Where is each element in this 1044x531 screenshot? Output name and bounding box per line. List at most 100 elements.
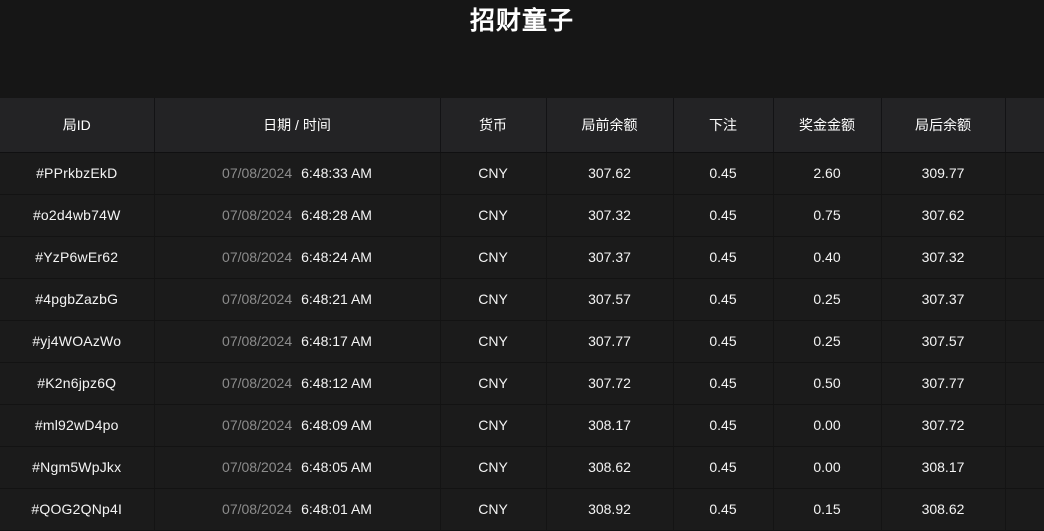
cell-date: 07/08/2024 bbox=[222, 459, 293, 475]
column-header-balance-after[interactable]: 局后余额 bbox=[881, 98, 1006, 153]
cell-currency: CNY bbox=[440, 362, 547, 405]
cell-date: 07/08/2024 bbox=[222, 165, 293, 181]
table-row[interactable]: #yj4WOAzWo 07/08/2024 6:48:17 AM CNY 307.77 0… bbox=[0, 320, 1044, 363]
table-row[interactable]: #PPrkbzEkD 07/08/2024 6:48:33 AM CNY 307.62 0… bbox=[0, 152, 1044, 195]
cell-actions bbox=[1005, 404, 1044, 447]
column-header-round-id[interactable]: 局ID bbox=[0, 98, 155, 153]
cell-balance-after: 307.57 bbox=[881, 320, 1006, 363]
cell-bet: 0.45 bbox=[673, 446, 774, 489]
cell-time: 6:48:28 AM bbox=[301, 207, 372, 223]
cell-round-id: #o2d4wb74W bbox=[0, 194, 155, 237]
cell-balance-after: 307.62 bbox=[881, 194, 1006, 237]
cell-win-amount: 0.40 bbox=[773, 236, 882, 279]
cell-date: 07/08/2024 bbox=[222, 249, 293, 265]
cell-time: 6:48:24 AM bbox=[301, 249, 372, 265]
cell-currency: CNY bbox=[440, 446, 547, 489]
cell-time: 6:48:21 AM bbox=[301, 291, 372, 307]
column-header-win-amount[interactable]: 奖金金额 bbox=[773, 98, 882, 153]
cell-round-id: #4pgbZazbG bbox=[0, 278, 155, 321]
cell-currency: CNY bbox=[440, 278, 547, 321]
cell-date: 07/08/2024 bbox=[222, 501, 293, 517]
cell-bet: 0.45 bbox=[673, 320, 774, 363]
table-row[interactable]: #ml92wD4po 07/08/2024 6:48:09 AM CNY 308.17 0… bbox=[0, 404, 1044, 447]
cell-win-amount: 2.60 bbox=[773, 152, 882, 195]
cell-datetime: 07/08/2024 6:48:09 AM bbox=[154, 404, 441, 447]
cell-bet: 0.45 bbox=[673, 488, 774, 531]
cell-time: 6:48:09 AM bbox=[301, 417, 372, 433]
cell-balance-before: 307.32 bbox=[546, 194, 674, 237]
cell-balance-after: 308.17 bbox=[881, 446, 1006, 489]
column-header-datetime[interactable]: 日期 / 时间 bbox=[154, 98, 441, 153]
cell-time: 6:48:05 AM bbox=[301, 459, 372, 475]
cell-currency: CNY bbox=[440, 152, 547, 195]
history-table-container: 局ID 日期 / 时间 货币 局前余额 下注 奖金金额 局后余额 #PPrkbz… bbox=[0, 98, 1044, 531]
cell-date: 07/08/2024 bbox=[222, 375, 293, 391]
cell-balance-after: 309.77 bbox=[881, 152, 1006, 195]
cell-actions bbox=[1005, 446, 1044, 489]
cell-win-amount: 0.25 bbox=[773, 278, 882, 321]
table-header-row: 局ID 日期 / 时间 货币 局前余额 下注 奖金金额 局后余额 bbox=[0, 98, 1044, 153]
cell-bet: 0.45 bbox=[673, 152, 774, 195]
cell-time: 6:48:12 AM bbox=[301, 375, 372, 391]
cell-actions bbox=[1005, 488, 1044, 531]
table-row[interactable]: #4pgbZazbG 07/08/2024 6:48:21 AM CNY 307.57 0… bbox=[0, 278, 1044, 321]
cell-time: 6:48:17 AM bbox=[301, 333, 372, 349]
cell-round-id: #yj4WOAzWo bbox=[0, 320, 155, 363]
table-body: #PPrkbzEkD 07/08/2024 6:48:33 AM CNY 307.62 0… bbox=[0, 152, 1044, 531]
cell-date: 07/08/2024 bbox=[222, 333, 293, 349]
cell-actions bbox=[1005, 320, 1044, 363]
cell-win-amount: 0.15 bbox=[773, 488, 882, 531]
column-header-balance-before[interactable]: 局前余额 bbox=[546, 98, 674, 153]
cell-datetime: 07/08/2024 6:48:17 AM bbox=[154, 320, 441, 363]
cell-balance-after: 307.72 bbox=[881, 404, 1006, 447]
page-title: 招财童子 bbox=[469, 7, 574, 35]
cell-balance-before: 307.77 bbox=[546, 320, 674, 363]
cell-round-id: #K2n6jpz6Q bbox=[0, 362, 155, 405]
cell-datetime: 07/08/2024 6:48:24 AM bbox=[154, 236, 441, 279]
cell-datetime: 07/08/2024 6:48:05 AM bbox=[154, 446, 441, 489]
cell-currency: CNY bbox=[440, 488, 547, 531]
cell-balance-before: 308.17 bbox=[546, 404, 674, 447]
table-row[interactable]: #o2d4wb74W 07/08/2024 6:48:28 AM CNY 307.32 0… bbox=[0, 194, 1044, 237]
cell-win-amount: 0.25 bbox=[773, 320, 882, 363]
cell-time: 6:48:01 AM bbox=[301, 501, 372, 517]
column-header-actions bbox=[1005, 98, 1044, 153]
cell-datetime: 07/08/2024 6:48:21 AM bbox=[154, 278, 441, 321]
cell-balance-before: 307.72 bbox=[546, 362, 674, 405]
cell-actions bbox=[1005, 236, 1044, 279]
cell-datetime: 07/08/2024 6:48:12 AM bbox=[154, 362, 441, 405]
table-row[interactable]: #Ngm5WpJkx 07/08/2024 6:48:05 AM CNY 308.62 0… bbox=[0, 446, 1044, 489]
cell-date: 07/08/2024 bbox=[222, 291, 293, 307]
cell-currency: CNY bbox=[440, 404, 547, 447]
cell-bet: 0.45 bbox=[673, 362, 774, 405]
table-row[interactable]: #QOG2QNp4I 07/08/2024 6:48:01 AM CNY 308.92 0… bbox=[0, 488, 1044, 531]
cell-round-id: #PPrkbzEkD bbox=[0, 152, 155, 195]
table-row[interactable]: #YzP6wEr62 07/08/2024 6:48:24 AM CNY 307.37 0… bbox=[0, 236, 1044, 279]
cell-datetime: 07/08/2024 6:48:28 AM bbox=[154, 194, 441, 237]
column-header-bet[interactable]: 下注 bbox=[673, 98, 774, 153]
cell-date: 07/08/2024 bbox=[222, 417, 293, 433]
page-banner: 招财童子 bbox=[0, 0, 1044, 98]
cell-balance-before: 308.92 bbox=[546, 488, 674, 531]
cell-time: 6:48:33 AM bbox=[301, 165, 372, 181]
cell-round-id: #ml92wD4po bbox=[0, 404, 155, 447]
table-row[interactable]: #K2n6jpz6Q 07/08/2024 6:48:12 AM CNY 307.72 0… bbox=[0, 362, 1044, 405]
cell-currency: CNY bbox=[440, 320, 547, 363]
cell-balance-before: 307.37 bbox=[546, 236, 674, 279]
cell-bet: 0.45 bbox=[673, 236, 774, 279]
cell-actions bbox=[1005, 152, 1044, 195]
cell-round-id: #YzP6wEr62 bbox=[0, 236, 155, 279]
cell-balance-after: 307.32 bbox=[881, 236, 1006, 279]
cell-bet: 0.45 bbox=[673, 404, 774, 447]
column-header-currency[interactable]: 货币 bbox=[440, 98, 547, 153]
cell-win-amount: 0.00 bbox=[773, 446, 882, 489]
cell-win-amount: 0.00 bbox=[773, 404, 882, 447]
cell-currency: CNY bbox=[440, 194, 547, 237]
cell-balance-after: 307.37 bbox=[881, 278, 1006, 321]
cell-actions bbox=[1005, 194, 1044, 237]
cell-currency: CNY bbox=[440, 236, 547, 279]
cell-balance-after: 308.62 bbox=[881, 488, 1006, 531]
cell-datetime: 07/08/2024 6:48:01 AM bbox=[154, 488, 441, 531]
game-history-table: 局ID 日期 / 时间 货币 局前余额 下注 奖金金额 局后余额 #PPrkbz… bbox=[0, 98, 1044, 531]
